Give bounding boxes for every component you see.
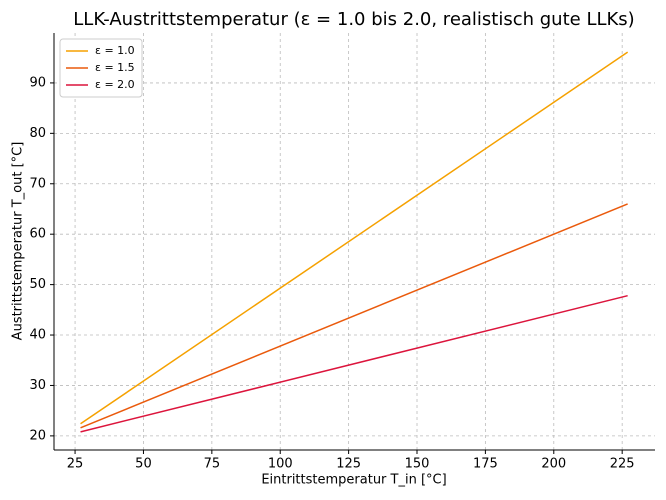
x-tick-label: 225 bbox=[610, 457, 635, 472]
legend-label: ε = 1.5 bbox=[95, 61, 135, 74]
chart-title: LLK-Austrittstemperatur (ε = 1.0 bis 2.0… bbox=[73, 9, 634, 30]
x-tick-label: 50 bbox=[135, 457, 152, 472]
x-tick-label: 125 bbox=[336, 457, 361, 472]
series-line bbox=[80, 51, 629, 425]
x-tick-label: 150 bbox=[405, 457, 430, 472]
x-tick-label: 75 bbox=[204, 457, 221, 472]
y-tick-label: 30 bbox=[29, 378, 46, 393]
legend-box bbox=[59, 38, 143, 98]
series-line bbox=[80, 203, 628, 429]
x-tick-label: 25 bbox=[67, 457, 84, 472]
y-tick-label: 50 bbox=[29, 277, 46, 292]
y-tick-label: 90 bbox=[29, 75, 46, 90]
legend-label: ε = 2.0 bbox=[95, 78, 135, 91]
y-tick-label: 40 bbox=[29, 328, 46, 343]
x-tick-label: 100 bbox=[268, 457, 293, 472]
y-tick-label: 60 bbox=[29, 227, 46, 242]
x-tick-label: 200 bbox=[541, 457, 566, 472]
y-tick-label: 20 bbox=[29, 428, 46, 443]
y-tick-label: 80 bbox=[29, 126, 46, 141]
y-tick-label: 70 bbox=[29, 176, 46, 191]
series-line bbox=[80, 294, 628, 433]
legend-label: ε = 1.0 bbox=[95, 44, 135, 57]
y-axis-label: Austrittstemperatur T_out [°C] bbox=[11, 142, 26, 341]
x-tick-label: 175 bbox=[473, 457, 498, 472]
x-axis-label: Eintrittstemperatur T_in [°C] bbox=[261, 473, 446, 488]
